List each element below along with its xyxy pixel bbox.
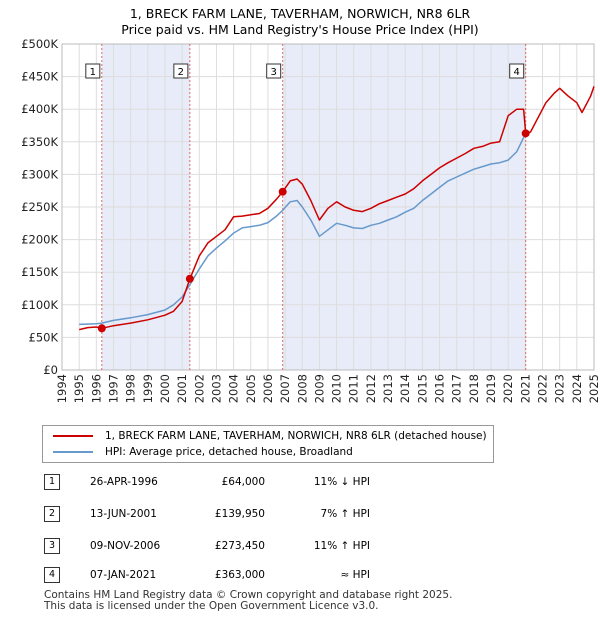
x-tick-label: 2001 (175, 374, 189, 403)
transaction-price: £139,950 (214, 508, 265, 520)
footer-licence: This data is licensed under the Open Gov… (44, 600, 379, 612)
price-chart: £0 £50K £100K £150K £200K £250K £300K £350K £400… (21, 37, 600, 403)
x-tick-label: 2021 (518, 374, 532, 403)
x-tick-label: 2025 (587, 374, 600, 403)
transaction-number: 2 (44, 506, 60, 522)
legend-label-hpi: HPI: Average price, detached house, Broa… (105, 446, 353, 458)
y-tick-label: £250K (21, 200, 58, 214)
sale-point (185, 274, 194, 283)
x-tick-label: 2006 (261, 374, 275, 403)
property-price-line (79, 86, 595, 331)
x-tick-label: 1999 (141, 374, 155, 403)
x-tick-label: 1997 (106, 374, 120, 403)
x-tick-label: 2023 (553, 374, 567, 403)
x-tick-label: 2007 (278, 374, 292, 403)
transaction-row: 2 13-JUN-2001 £139,950 7% ↑ HPI (0, 505, 600, 523)
x-tick-label: 1996 (89, 374, 103, 403)
sale-number-label: 3 (271, 67, 277, 78)
footer: Contains HM Land Registry data © Crown c… (44, 590, 452, 612)
transaction-date: 09-NOV-2006 (90, 540, 161, 552)
x-tick-label: 2004 (227, 374, 241, 403)
transaction-price: £363,000 (214, 569, 265, 581)
x-tick-label: 2008 (295, 374, 309, 403)
x-tick-label: 1994 (55, 374, 69, 403)
sale-point (97, 324, 106, 333)
x-tick-label: 2014 (398, 374, 412, 403)
sale-point (521, 129, 530, 138)
x-tick-label: 2011 (347, 374, 361, 403)
sale-number-label: 4 (514, 67, 520, 78)
transaction-number: 4 (44, 567, 60, 583)
y-tick-label: £0 (43, 363, 58, 377)
x-tick-label: 2003 (209, 374, 223, 403)
chart-subtitle: Price paid vs. HM Land Registry's House … (121, 22, 479, 37)
x-tick-label: 2002 (192, 374, 206, 403)
x-tick-label: 2013 (381, 374, 395, 403)
sale-number-box (173, 63, 189, 79)
transaction-hpi: 11% ↑ HPI (313, 540, 370, 552)
x-tick-label: 2017 (450, 374, 464, 403)
hpi-line (79, 132, 527, 326)
transaction-price: £64,000 (221, 476, 265, 488)
y-tick-label: £300K (21, 167, 58, 181)
y-tick-label: £150K (21, 265, 58, 279)
y-tick-label: £100K (21, 298, 58, 312)
transaction-row: 3 09-NOV-2006 £273,450 11% ↑ HPI (0, 537, 600, 555)
x-tick-label: 2019 (484, 374, 498, 403)
chart-legend: 1, BRECK FARM LANE, TAVERHAM, NORWICH, N… (42, 425, 494, 463)
transaction-row: 1 26-APR-1996 £64,000 11% ↓ HPI (0, 473, 600, 491)
transaction-date: 13-JUN-2001 (90, 508, 157, 520)
legend-swatch-property (53, 435, 93, 437)
transaction-hpi: ≈ HPI (340, 569, 370, 581)
transaction-date: 26-APR-1996 (90, 476, 158, 488)
transaction-row: 4 07-JAN-2021 £363,000 ≈ HPI (0, 566, 600, 584)
x-tick-label: 2012 (364, 374, 378, 403)
footer-copyright: Contains HM Land Registry data © Crown c… (44, 589, 453, 601)
transaction-number: 1 (44, 474, 60, 490)
x-tick-label: 2009 (312, 374, 326, 403)
x-tick-label: 2000 (158, 374, 172, 403)
x-tick-label: 2010 (330, 374, 344, 403)
x-tick-label: 2024 (570, 374, 584, 403)
x-tick-label: 2020 (501, 374, 515, 403)
y-tick-label: £400K (21, 102, 58, 116)
y-tick-label: £450K (21, 70, 58, 84)
x-tick-label: 2015 (415, 374, 429, 403)
transaction-date: 07-JAN-2021 (90, 569, 157, 581)
transaction-hpi: 11% ↓ HPI (313, 476, 370, 488)
legend-label-property: 1, BRECK FARM LANE, TAVERHAM, NORWICH, N… (105, 430, 487, 442)
transaction-number: 3 (44, 538, 60, 554)
legend-item-hpi: HPI: Average price, detached house, Broa… (53, 444, 353, 460)
x-tick-label: 2016 (433, 374, 447, 403)
sale-point (278, 187, 287, 196)
legend-item-property: 1, BRECK FARM LANE, TAVERHAM, NORWICH, N… (53, 428, 487, 444)
sale-number-label: 2 (178, 67, 184, 78)
x-tick-label: 2022 (536, 374, 550, 403)
sale-number-box (509, 63, 525, 79)
y-tick-label: £50K (29, 330, 59, 344)
legend-swatch-hpi (53, 451, 93, 453)
sale-number-box (266, 63, 282, 79)
transaction-hpi: 7% ↑ HPI (320, 508, 370, 520)
x-tick-label: 1995 (72, 374, 86, 403)
y-tick-label: £200K (21, 233, 58, 247)
chart-title: 1, BRECK FARM LANE, TAVERHAM, NORWICH, N… (129, 6, 471, 21)
x-tick-label: 2018 (467, 374, 481, 403)
plot-frame (61, 43, 595, 371)
y-tick-label: £500K (21, 37, 58, 51)
transaction-price: £273,450 (214, 540, 265, 552)
y-tick-label: £350K (21, 135, 58, 149)
x-tick-label: 2005 (244, 374, 258, 403)
x-tick-label: 1998 (124, 374, 138, 403)
sale-number-box (85, 63, 101, 79)
sale-number-label: 1 (90, 67, 96, 78)
